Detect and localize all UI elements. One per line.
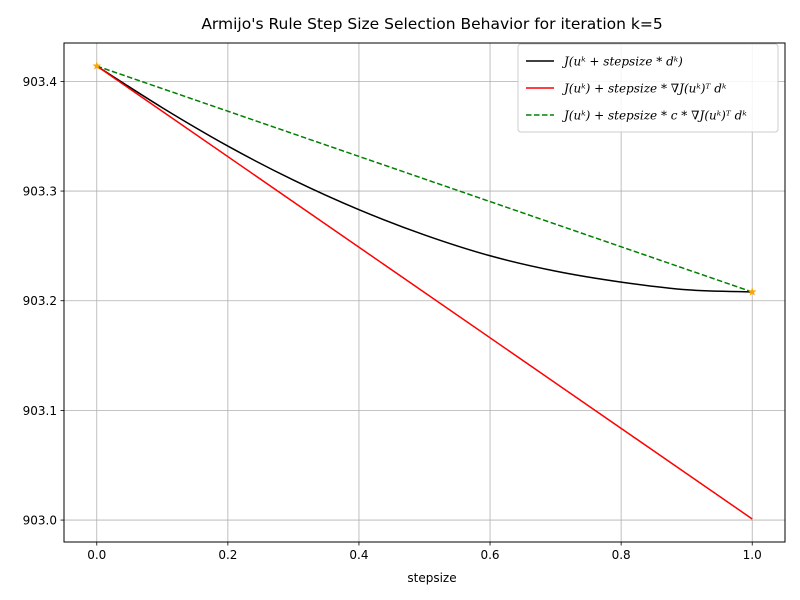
y-tick-label: 903.2 bbox=[23, 294, 57, 308]
plot-frame bbox=[63, 42, 786, 543]
legend-box bbox=[517, 43, 779, 133]
star-markers bbox=[92, 61, 757, 296]
x-tick-label: 1.0 bbox=[743, 548, 762, 562]
series-lines bbox=[96, 65, 753, 520]
chart-title: Armijo's Rule Step Size Selection Behavi… bbox=[201, 15, 662, 33]
x-tick-label: 0.4 bbox=[349, 548, 368, 562]
legend: J(uᵏ + stepsize * dᵏ) J(uᵏ) + stepsize * … bbox=[517, 43, 779, 133]
x-tick-label: 0.0 bbox=[87, 548, 106, 562]
y-tick-label: 903.4 bbox=[23, 75, 57, 89]
x-axis-ticks: 0.0 0.2 0.4 0.6 0.8 1.0 bbox=[87, 542, 762, 562]
x-tick-label: 0.8 bbox=[612, 548, 631, 562]
x-tick-label: 0.2 bbox=[218, 548, 237, 562]
y-tick-label: 903.3 bbox=[23, 185, 57, 199]
legend-label: J(uᵏ) + stepsize * ∇J(uᵏ)ᵀ dᵏ bbox=[561, 82, 727, 96]
star-marker bbox=[747, 287, 757, 296]
series-line bbox=[96, 65, 753, 293]
legend-label: J(uᵏ) + stepsize * c * ∇J(uᵏ)ᵀ dᵏ bbox=[561, 109, 747, 123]
y-tick-label: 903.0 bbox=[23, 514, 57, 528]
series-line bbox=[96, 65, 753, 293]
series-line bbox=[96, 65, 753, 520]
star-marker bbox=[92, 61, 102, 70]
y-axis-ticks: 903.0 903.1 903.2 903.3 903.4 bbox=[23, 75, 64, 528]
x-tick-label: 0.6 bbox=[480, 548, 499, 562]
legend-label: J(uᵏ + stepsize * dᵏ) bbox=[561, 55, 683, 69]
x-axis-label: stepsize bbox=[407, 571, 456, 585]
y-tick-label: 903.1 bbox=[23, 404, 57, 418]
